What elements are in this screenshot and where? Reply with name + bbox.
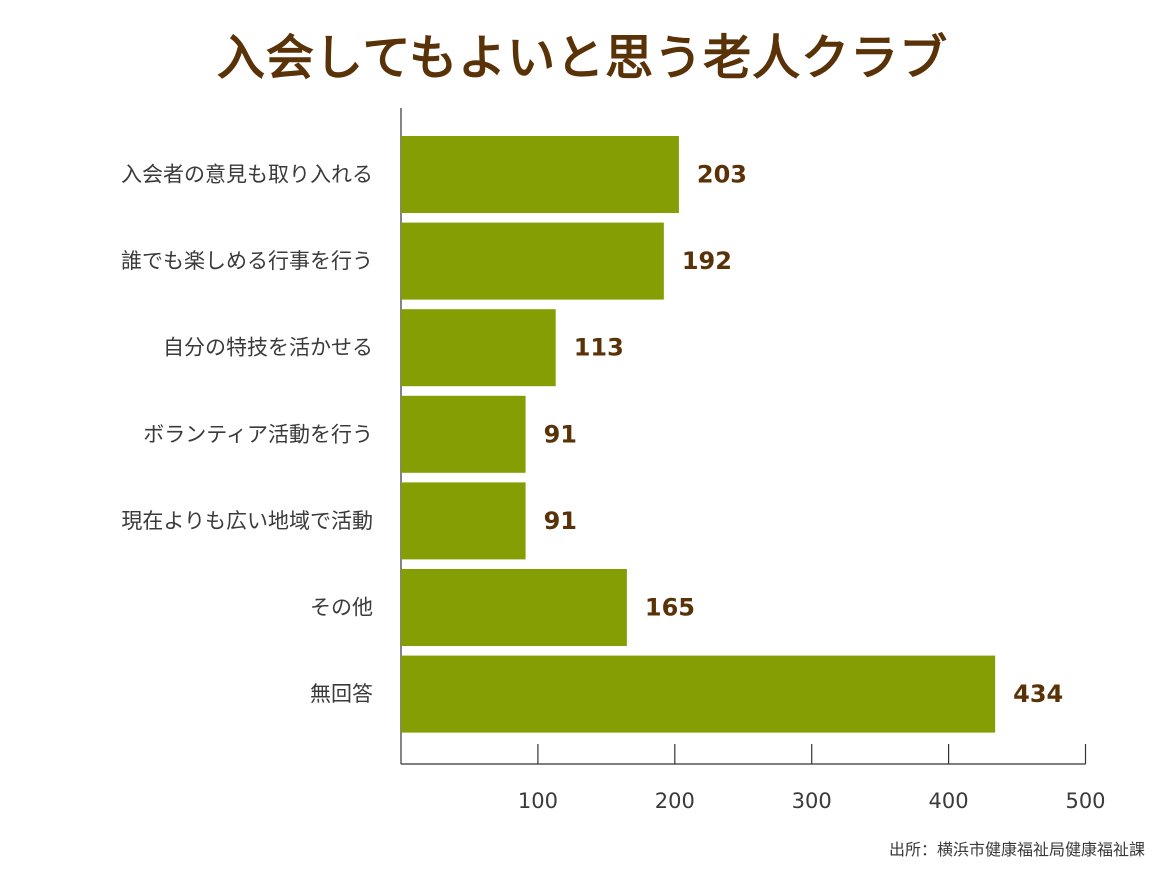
- bar: [401, 222, 664, 300]
- bar: [401, 482, 526, 560]
- chart-bars: [401, 136, 996, 733]
- tick-labels: 100 200 300 400 500: [518, 789, 1106, 813]
- value-label: 113: [574, 334, 624, 362]
- x-tick-label: 300: [792, 789, 832, 813]
- category-label: 誰でも楽しめる行事を行う: [121, 249, 373, 273]
- category-label: 無回答: [310, 682, 373, 706]
- chart-title: 入会してもよいと思う老人クラブ: [216, 30, 949, 86]
- bar: [401, 395, 526, 473]
- bar: [401, 136, 679, 213]
- bar: [401, 655, 996, 733]
- bar: [401, 309, 556, 387]
- x-tick-label: 500: [1065, 789, 1105, 813]
- value-labels: 203 192 113 91 91 165 434: [544, 161, 1064, 709]
- value-label: 192: [682, 247, 732, 275]
- category-labels: 入会者の意見も取り入れる誰でも楽しめる行事を行う自分の特技を活かせるボランティア…: [121, 163, 373, 707]
- category-label: その他: [310, 596, 373, 620]
- category-label: ボランティア活動を行う: [143, 422, 373, 446]
- x-tick-label: 200: [655, 789, 695, 813]
- category-label: 自分の特技を活かせる: [163, 336, 373, 360]
- x-tick-label: 400: [929, 789, 969, 813]
- value-label: 165: [645, 594, 695, 622]
- value-label: 91: [544, 507, 577, 535]
- x-tick-label: 100: [518, 789, 558, 813]
- category-label: 現在よりも広い地域で活動: [121, 509, 373, 533]
- bar: [401, 569, 627, 646]
- category-label: 入会者の意見も取り入れる: [121, 163, 373, 187]
- value-label: 203: [697, 161, 747, 189]
- value-label: 91: [544, 420, 577, 448]
- value-label: 434: [1013, 680, 1063, 708]
- source-note: 出所：横浜市健康福祉局健康福祉課: [888, 840, 1145, 859]
